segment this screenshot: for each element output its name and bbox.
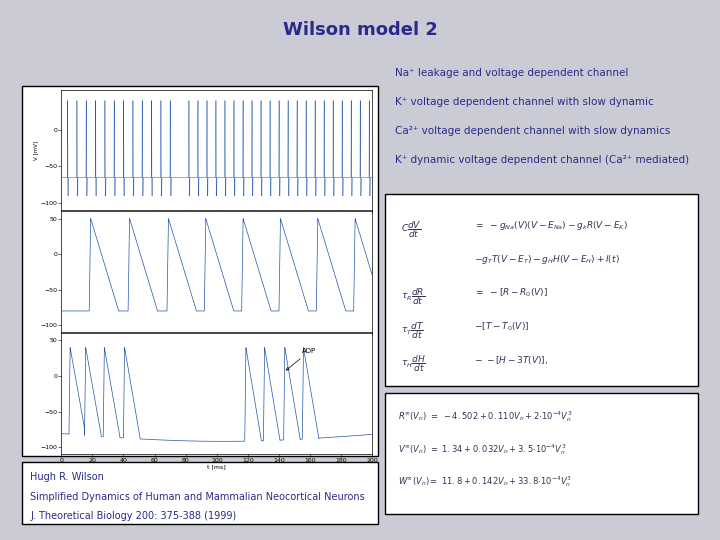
Text: Simplified Dynamics of Human and Mammalian Neocortical Neurons: Simplified Dynamics of Human and Mammali…: [30, 492, 365, 502]
Text: $\tau_T\dfrac{dT}{dt}$: $\tau_T\dfrac{dT}{dt}$: [401, 320, 424, 341]
FancyBboxPatch shape: [385, 393, 698, 514]
FancyBboxPatch shape: [385, 194, 698, 386]
Text: Wilson model 2: Wilson model 2: [282, 21, 438, 39]
Text: $\tau_H\dfrac{dH}{dt}$: $\tau_H\dfrac{dH}{dt}$: [401, 354, 426, 374]
Y-axis label: V [mV]: V [mV]: [34, 140, 39, 160]
Text: J. Theoretical Biology 200: 375-388 (1999): J. Theoretical Biology 200: 375-388 (199…: [30, 511, 236, 522]
Text: $R^\infty(V_n) \ = \ -4{.}502 + 0{.}110V_n + 2{\cdot}10^{-4}V_n^3$: $R^\infty(V_n) \ = \ -4{.}502 + 0{.}110V…: [398, 409, 572, 424]
Text: $-g_T T(V-E_T) - g_H H(V-E_H) + I(t)$: $-g_T T(V-E_T) - g_H H(V-E_H) + I(t)$: [474, 253, 620, 266]
Text: K⁺ voltage dependent channel with slow dynamic: K⁺ voltage dependent channel with slow d…: [395, 97, 653, 107]
Text: K⁺ dynamic voltage dependent channel (Ca²⁺ mediated): K⁺ dynamic voltage dependent channel (Ca…: [395, 155, 689, 165]
Text: $\tau_R\dfrac{dR}{dt}$: $\tau_R\dfrac{dR}{dt}$: [401, 287, 425, 307]
Text: $W^\infty(V_n) = \ 11{.}8 + 0{.}142V_n + 33{.}8{\cdot}10^{-4}V_n^3$: $W^\infty(V_n) = \ 11{.}8 + 0{.}142V_n +…: [398, 474, 572, 489]
Text: $-[T - T_0(V)]$: $-[T - T_0(V)]$: [474, 320, 530, 333]
Text: ADP: ADP: [287, 348, 316, 370]
Text: Ca²⁺ voltage dependent channel with slow dynamics: Ca²⁺ voltage dependent channel with slow…: [395, 126, 670, 136]
X-axis label: t [ms]: t [ms]: [207, 465, 226, 470]
Text: $= \ -[R - R_0(V)]$: $= \ -[R - R_0(V)]$: [474, 287, 549, 299]
Text: $- \ -[H - 3T(V)],$: $- \ -[H - 3T(V)],$: [474, 354, 549, 366]
FancyBboxPatch shape: [22, 462, 378, 524]
FancyBboxPatch shape: [22, 86, 378, 456]
Text: $C\dfrac{dV}{dt}$: $C\dfrac{dV}{dt}$: [401, 219, 422, 240]
Text: $V^\infty(V_n) \ = \ 1{.}34 + 0{.}032V_n + 3{.}5{\cdot}10^{-4}V_n^3$: $V^\infty(V_n) \ = \ 1{.}34 + 0{.}032V_n…: [398, 442, 567, 457]
Text: Hugh R. Wilson: Hugh R. Wilson: [30, 472, 104, 483]
Text: Na⁺ leakage and voltage dependent channel: Na⁺ leakage and voltage dependent channe…: [395, 68, 628, 78]
Text: $= \ -g_{Na}(V)(V-E_{Na})-g_k R(V-E_K)$: $= \ -g_{Na}(V)(V-E_{Na})-g_k R(V-E_K)$: [474, 219, 629, 232]
